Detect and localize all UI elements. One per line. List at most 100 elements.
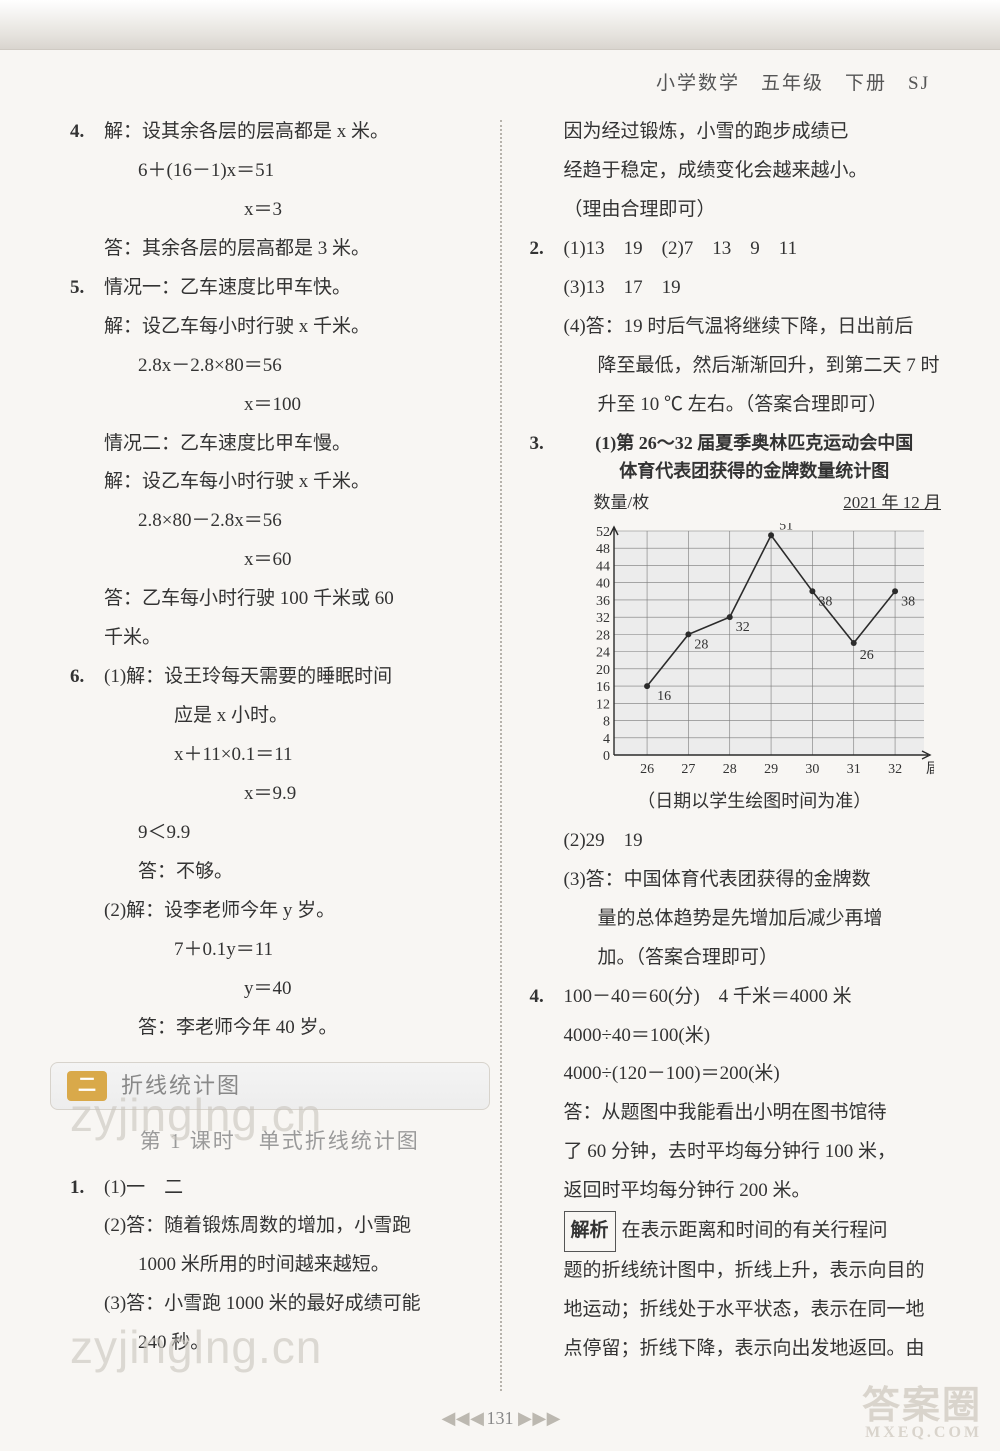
q5-c1-eq2: x＝100 — [104, 386, 490, 425]
svg-text:36: 36 — [596, 594, 610, 609]
q4-line: 解：设其余各层的层高都是 x 米。 — [104, 113, 490, 152]
question-5: 5. 情况一：乙车速度比甲车快。 解：设乙车每小时行驶 x 千米。 2.8x－2… — [70, 269, 490, 658]
footer-tri-right: ▶ ▶ ▶ — [518, 1408, 559, 1428]
chart-date-label: 2021 年 12 月 — [843, 486, 941, 521]
r-question-2: 2. (1)13 19 (2)7 13 9 11 (3)13 17 19 (4)… — [530, 230, 946, 425]
section-badge: 二 — [67, 1071, 107, 1101]
rq4-analysis-row: 解析在表示距离和时间的有关行程问 — [564, 1211, 946, 1252]
svg-text:38: 38 — [819, 594, 833, 609]
brand-big: 答案圈 — [862, 1385, 982, 1427]
rq2-p4b: 降至最低，然后渐渐回升，到第二天 7 时 — [564, 347, 946, 386]
q4-answer: 答：其余各层的层高都是 3 米。 — [104, 230, 490, 269]
q1-p3a: (3)答：小雪跑 1000 米的最好成绩可能 — [104, 1285, 490, 1324]
svg-text:52: 52 — [596, 525, 610, 540]
cont-l1: 因为经过锻炼，小雪的跑步成绩已 — [530, 113, 946, 152]
q5-case1: 情况一：乙车速度比甲车快。 — [104, 269, 490, 308]
q6-p2-eq1: 7＋0.1y＝11 — [104, 931, 490, 970]
page-body: 4. 解：设其余各层的层高都是 x 米。 6＋(16－1)x＝51 x＝3 答：… — [0, 103, 1000, 1369]
rq2-number: 2. — [530, 230, 564, 425]
rq4-ans3: 返回时平均每分钟行 200 米。 — [564, 1172, 946, 1211]
rq4-a1: 在表示距离和时间的有关行程问 — [622, 1220, 888, 1241]
page-number: 131 — [487, 1408, 514, 1428]
rq3-p3c: 加。（答案合理即可） — [564, 939, 946, 978]
q4-number: 4. — [70, 113, 104, 269]
rq3-p3a: (3)答：中国体育代表团获得的金牌数 — [564, 861, 946, 900]
section-title: 折线统计图 — [121, 1063, 241, 1108]
svg-text:16: 16 — [657, 689, 671, 704]
r-question-3: 3. (1)第 26～32 届夏季奥林匹克运动会中国 体育代表团获得的金牌数量统… — [530, 425, 946, 978]
svg-text:26: 26 — [860, 648, 874, 663]
svg-text:40: 40 — [596, 577, 610, 592]
rq3-p2: (2)29 19 — [564, 822, 946, 861]
svg-text:29: 29 — [764, 762, 778, 777]
rq4-a3: 地运动；折线处于水平状态，表示在同一地 — [564, 1291, 946, 1330]
svg-text:38: 38 — [901, 594, 915, 609]
rq4-ans1: 答：从题图中我能看出小明在图书馆待 — [564, 1094, 946, 1133]
brand-logo: 答案圈 MXEQ.COM — [862, 1387, 982, 1441]
footer-tri-left: ◀ ◀ ◀ — [441, 1408, 482, 1428]
svg-text:28: 28 — [723, 762, 737, 777]
question-4: 4. 解：设其余各层的层高都是 x 米。 6＋(16－1)x＝51 x＝3 答：… — [70, 113, 490, 269]
chart-title-l2: 体育代表团获得的金牌数量统计图 — [564, 457, 946, 486]
q4-eq2: x＝3 — [104, 191, 490, 230]
chart-note: （日期以学生绘图时间为准） — [564, 783, 946, 820]
rq4-l1: 100－40＝60(分) 4 千米＝4000 米 — [564, 978, 946, 1017]
svg-text:8: 8 — [603, 714, 610, 729]
q6-p1-eq2: x＝9.9 — [104, 775, 490, 814]
svg-text:0: 0 — [603, 749, 610, 764]
analysis-label: 解析 — [564, 1211, 616, 1252]
rq3-number: 3. — [530, 425, 564, 978]
r-question-4: 4. 100－40＝60(分) 4 千米＝4000 米 4000÷40＝100(… — [530, 978, 946, 1369]
q6-p1-cmp: 9＜9.9 — [104, 814, 490, 853]
column-divider — [500, 120, 502, 1391]
cont-l3: （理由合理即可） — [530, 191, 946, 230]
svg-text:27: 27 — [682, 762, 696, 777]
line-chart: 481216202428323640444852026272829303132届… — [574, 523, 934, 783]
q5-c1-setup: 解：设乙车每小时行驶 x 千米。 — [104, 308, 490, 347]
svg-text:26: 26 — [640, 762, 654, 777]
q5-c2-setup: 解：设乙车每小时行驶 x 千米。 — [104, 463, 490, 502]
svg-text:20: 20 — [596, 663, 610, 678]
q6-p1-l1: (1)解：设王玲每天需要的睡眠时间 — [104, 658, 490, 697]
left-column: 4. 解：设其余各层的层高都是 x 米。 6＋(16－1)x＝51 x＝3 答：… — [70, 113, 508, 1369]
question-1: 1. (1)一 二 (2)答：随着锻炼周数的增加，小雪跑 1000 米所用的时间… — [70, 1169, 490, 1364]
q5-answer-l2: 千米。 — [104, 619, 490, 658]
q6-p1-l2: 应是 x 小时。 — [104, 697, 490, 736]
subsection-title: 第 1 课时 单式折线统计图 — [70, 1120, 490, 1163]
rq4-l3: 4000÷(120－100)＝200(米) — [564, 1055, 946, 1094]
rq2-p1: (1)13 19 (2)7 13 9 11 — [564, 230, 946, 269]
q1-p2b: 1000 米所用的时间越来越短。 — [104, 1246, 490, 1285]
chart-y-label: 数量/枚 — [594, 486, 650, 521]
cont-l2: 经趋于稳定，成绩变化会越来越小。 — [530, 152, 946, 191]
q5-answer-l1: 答：乙车每小时行驶 100 千米或 60 — [104, 580, 490, 619]
page-header: 小学数学 五年级 下册 SJ — [0, 50, 1000, 103]
svg-text:32: 32 — [888, 762, 902, 777]
svg-text:16: 16 — [596, 680, 610, 695]
q6-p2-eq2: y＝40 — [104, 970, 490, 1009]
top-band — [0, 0, 1000, 50]
svg-text:31: 31 — [847, 762, 861, 777]
q1-p3b: 240 秒。 — [104, 1324, 490, 1363]
chart-title-l1: (1)第 26～32 届夏季奥林匹克运动会中国 — [564, 429, 946, 458]
q1-number: 1. — [70, 1169, 104, 1364]
svg-text:12: 12 — [596, 697, 610, 712]
svg-text:51: 51 — [779, 523, 793, 533]
svg-text:48: 48 — [596, 542, 610, 557]
rq4-ans2: 了 60 分钟，去时平均每分钟行 100 米， — [564, 1133, 946, 1172]
rq4-number: 4. — [530, 978, 564, 1369]
q5-c2-eq1: 2.8×80－2.8x＝56 — [104, 502, 490, 541]
svg-text:28: 28 — [695, 637, 709, 652]
rq4-l2: 4000÷40＝100(米) — [564, 1017, 946, 1056]
q5-case2: 情况二：乙车速度比甲车慢。 — [104, 425, 490, 464]
svg-text:28: 28 — [596, 628, 610, 643]
q6-p1-eq1: x＋11×0.1＝11 — [104, 736, 490, 775]
right-column: 因为经过锻炼，小雪的跑步成绩已 经趋于稳定，成绩变化会越来越小。 （理由合理即可… — [508, 113, 946, 1369]
rq2-p2: (3)13 17 19 — [564, 269, 946, 308]
q6-p2-l1: (2)解：设李老师今年 y 岁。 — [104, 892, 490, 931]
section-bar: 二 折线统计图 — [50, 1062, 490, 1110]
svg-text:44: 44 — [596, 559, 610, 574]
q1-p1: (1)一 二 — [104, 1169, 490, 1208]
svg-text:32: 32 — [736, 620, 750, 635]
q5-c1-eq1: 2.8x－2.8×80＝56 — [104, 347, 490, 386]
q4-eq1: 6＋(16－1)x＝51 — [104, 152, 490, 191]
